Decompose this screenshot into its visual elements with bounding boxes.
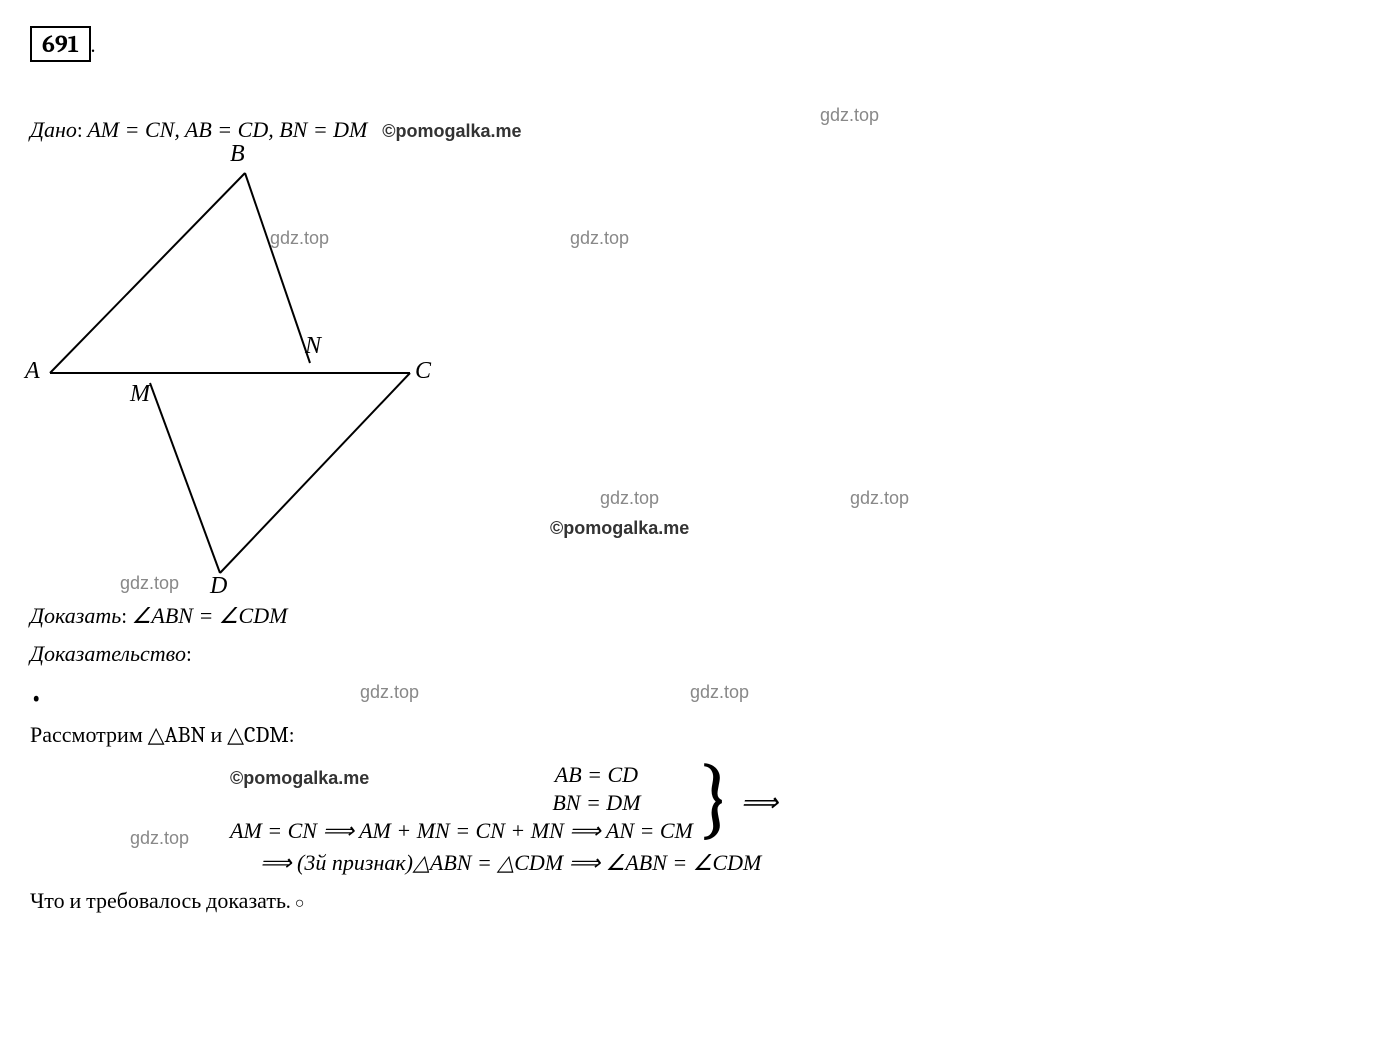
geometry-diagram: A B N M C D: [30, 153, 450, 593]
given-label: Дано: [30, 117, 77, 143]
watermark-gdz-5: gdz.top: [850, 488, 909, 509]
period: .: [91, 32, 96, 58]
label-c: C: [415, 358, 431, 385]
qed-symbol: ○: [295, 894, 305, 912]
bullet-icon: •: [30, 682, 42, 714]
diagram-svg: [30, 153, 450, 593]
consider-text: Рассмотрим △ABN и △CDM:: [30, 722, 295, 748]
watermark-pomogalka-3: ©pomogalka.me: [230, 768, 369, 789]
watermark-pomogalka-2: ©pomogalka.me: [550, 518, 689, 539]
label-a: A: [25, 358, 40, 385]
colon-3: :: [186, 641, 192, 667]
eq-2: BN = DM: [552, 790, 640, 815]
prove-equation: ∠ABN = ∠CDM: [132, 603, 288, 628]
right-brace-icon: }: [698, 753, 733, 843]
label-n: N: [305, 333, 321, 360]
eq-1: AB = CD: [555, 762, 638, 787]
eq-3: AM = CN ⟹ AM + MN = CN + MN ⟹ AN = CM: [230, 818, 693, 843]
watermark-gdz-3: gdz.top: [570, 228, 629, 249]
watermark-gdz-6: gdz.top: [120, 573, 179, 594]
proof-label: Доказательство: [30, 641, 186, 667]
prove-label: Доказать: [30, 603, 121, 629]
watermark-gdz-7: gdz.top: [360, 682, 419, 703]
label-b: B: [230, 141, 245, 168]
watermark-gdz-8: gdz.top: [690, 682, 749, 703]
conclusion-equation: ⟹ (3й признак)△ABN = △CDM ⟹ ∠ABN = ∠CDM: [260, 850, 761, 875]
watermark-gdz-2: gdz.top: [270, 228, 329, 249]
problem-number: 691: [30, 26, 91, 62]
implies-symbol: ⟹: [741, 788, 778, 818]
colon: :: [77, 117, 87, 143]
watermark-pomogalka: ©pomogalka.me: [382, 121, 521, 141]
watermark-gdz-4: gdz.top: [600, 488, 659, 509]
colon-2: :: [121, 603, 131, 629]
proof-equations-group: AB = CD BN = DM AM = CN ⟹ AM + MN = CN +…: [130, 760, 693, 846]
label-m: M: [130, 381, 150, 408]
watermark-gdz-9: gdz.top: [130, 828, 189, 849]
qed-text: Что и требовалось доказать.: [30, 888, 290, 914]
given-equation: AM = CN, AB = CD, BN = DM: [87, 117, 367, 142]
label-d: D: [210, 573, 227, 600]
watermark-gdz: gdz.top: [820, 105, 879, 126]
